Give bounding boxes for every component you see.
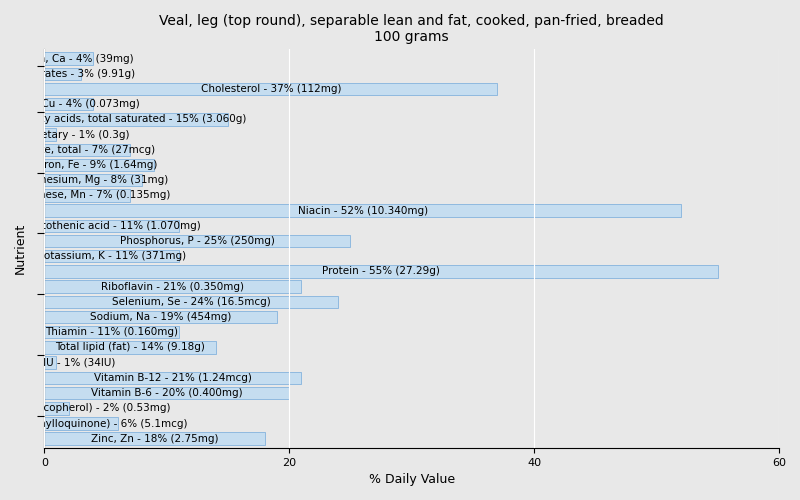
Text: Potassium, K - 11% (371mg): Potassium, K - 11% (371mg) <box>38 251 186 261</box>
Text: Vitamin E (alpha-tocopherol) - 2% (0.53mg): Vitamin E (alpha-tocopherol) - 2% (0.53m… <box>0 404 170 413</box>
Text: Magnesium, Mg - 8% (31mg): Magnesium, Mg - 8% (31mg) <box>18 175 168 185</box>
Bar <box>44 174 142 186</box>
Bar <box>44 341 216 353</box>
Text: Niacin - 52% (10.340mg): Niacin - 52% (10.340mg) <box>298 206 428 216</box>
Bar <box>44 296 338 308</box>
Bar <box>44 144 130 156</box>
X-axis label: % Daily Value: % Daily Value <box>369 473 454 486</box>
Text: Calcium, Ca - 4% (39mg): Calcium, Ca - 4% (39mg) <box>3 54 134 64</box>
Bar <box>44 189 130 202</box>
Bar <box>44 311 277 324</box>
Text: Manganese, Mn - 7% (0.135mg): Manganese, Mn - 7% (0.135mg) <box>4 190 170 200</box>
Bar <box>44 326 179 338</box>
Text: Sodium, Na - 19% (454mg): Sodium, Na - 19% (454mg) <box>90 312 231 322</box>
Bar <box>44 204 681 217</box>
Bar <box>44 402 69 414</box>
Bar <box>44 82 498 95</box>
Text: Vitamin K (phylloquinone) - 6% (5.1mcg): Vitamin K (phylloquinone) - 6% (5.1mcg) <box>0 418 187 428</box>
Text: Iron, Fe - 9% (1.64mg): Iron, Fe - 9% (1.64mg) <box>41 160 158 170</box>
Bar <box>44 432 265 445</box>
Y-axis label: Nutrient: Nutrient <box>14 223 27 274</box>
Bar <box>44 387 290 400</box>
Bar <box>44 220 179 232</box>
Text: Protein - 55% (27.29g): Protein - 55% (27.29g) <box>322 266 440 276</box>
Text: Folate, total - 7% (27mcg): Folate, total - 7% (27mcg) <box>19 145 155 155</box>
Text: Vitamin B-6 - 20% (0.400mg): Vitamin B-6 - 20% (0.400mg) <box>91 388 242 398</box>
Text: Zinc, Zn - 18% (2.75mg): Zinc, Zn - 18% (2.75mg) <box>90 434 218 444</box>
Bar <box>44 418 118 430</box>
Bar <box>44 356 57 369</box>
Text: Pantothenic acid - 11% (1.070mg): Pantothenic acid - 11% (1.070mg) <box>22 221 201 231</box>
Text: Total lipid (fat) - 14% (9.18g): Total lipid (fat) - 14% (9.18g) <box>55 342 205 352</box>
Bar <box>44 265 718 278</box>
Bar <box>44 52 94 65</box>
Text: Phosphorus, P - 25% (250mg): Phosphorus, P - 25% (250mg) <box>120 236 274 246</box>
Bar <box>44 159 154 171</box>
Text: Fiber, total dietary - 1% (0.3g): Fiber, total dietary - 1% (0.3g) <box>0 130 129 140</box>
Text: Selenium, Se - 24% (16.5mcg): Selenium, Se - 24% (16.5mcg) <box>112 297 270 307</box>
Text: Vitamin B-12 - 21% (1.24mcg): Vitamin B-12 - 21% (1.24mcg) <box>94 373 252 383</box>
Text: Fatty acids, total saturated - 15% (3.060g): Fatty acids, total saturated - 15% (3.06… <box>26 114 246 124</box>
Text: Copper, Cu - 4% (0.073mg): Copper, Cu - 4% (0.073mg) <box>0 99 140 109</box>
Text: Cholesterol - 37% (112mg): Cholesterol - 37% (112mg) <box>201 84 341 94</box>
Text: Carbohydrates - 3% (9.91g): Carbohydrates - 3% (9.91g) <box>0 69 135 79</box>
Bar <box>44 235 350 248</box>
Bar <box>44 98 94 110</box>
Text: Riboflavin - 21% (0.350mg): Riboflavin - 21% (0.350mg) <box>102 282 244 292</box>
Text: Vitamin A, IU - 1% (34IU): Vitamin A, IU - 1% (34IU) <box>0 358 115 368</box>
Bar <box>44 250 179 262</box>
Bar <box>44 280 302 293</box>
Bar <box>44 128 57 141</box>
Text: Thiamin - 11% (0.160mg): Thiamin - 11% (0.160mg) <box>45 328 178 338</box>
Bar <box>44 372 302 384</box>
Title: Veal, leg (top round), separable lean and fat, cooked, pan-fried, breaded
100 gr: Veal, leg (top round), separable lean an… <box>159 14 664 44</box>
Bar <box>44 68 81 80</box>
Bar <box>44 113 228 126</box>
